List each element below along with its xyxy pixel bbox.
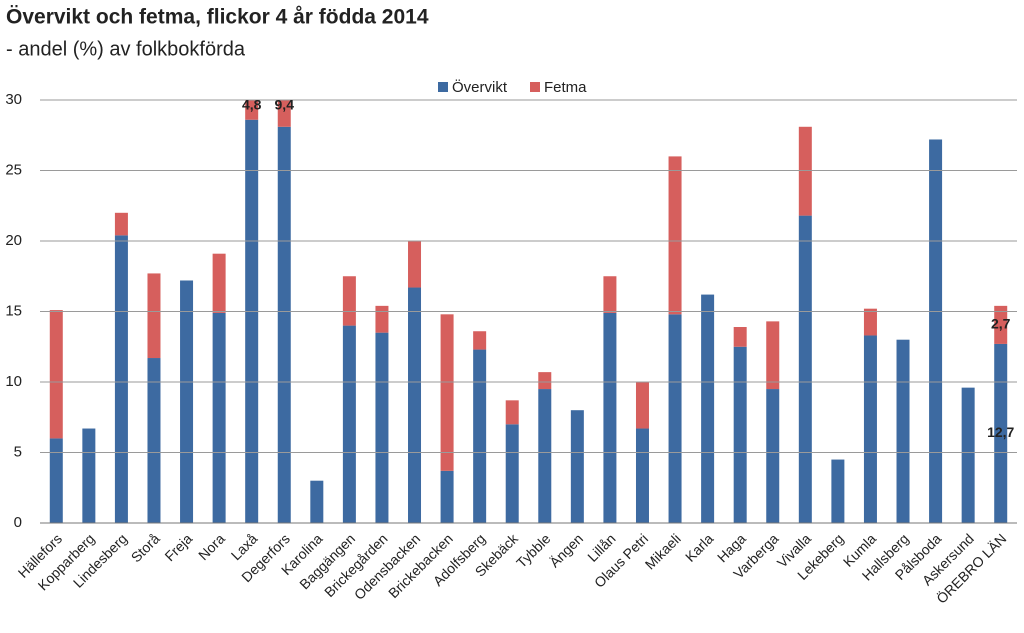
bar-segment	[440, 470, 454, 523]
bar-segment	[147, 358, 161, 523]
bar-segment	[994, 305, 1008, 344]
bar-segment	[310, 480, 324, 523]
bar-segment	[896, 339, 910, 523]
bar-segment	[114, 235, 128, 524]
bar-segment	[961, 387, 975, 523]
y-tick-label: 5	[14, 443, 22, 460]
bar-segment	[212, 312, 226, 523]
bar-segment	[538, 389, 552, 523]
bar-segment	[342, 325, 356, 523]
bar-segment	[798, 126, 812, 216]
y-tick-label: 30	[5, 91, 22, 108]
bar-segment	[440, 314, 454, 471]
bar-segment	[473, 349, 487, 523]
x-tick-label: Storå	[128, 530, 163, 565]
bar-segment	[733, 327, 747, 347]
bar-segment	[863, 308, 877, 336]
bar-segment	[505, 400, 519, 425]
bar-segment	[245, 100, 259, 120]
y-tick-label: 20	[5, 232, 22, 249]
y-tick-label: 0	[14, 514, 22, 531]
bar-segment	[994, 343, 1008, 523]
bar-segment	[766, 321, 780, 390]
bar-segment	[342, 276, 356, 326]
x-tick-label: Nora	[195, 530, 228, 563]
data-label: 4,8	[242, 97, 262, 113]
plot-area	[49, 100, 1008, 524]
bar-segment	[603, 312, 617, 523]
bar-segment	[49, 310, 63, 439]
bar-segment	[245, 119, 259, 524]
bar-segment	[863, 335, 877, 523]
bar-segment	[668, 156, 682, 315]
bar-segment	[49, 438, 63, 523]
bar-segment	[570, 410, 584, 523]
bar-segment	[277, 126, 291, 523]
x-tick-label: Freja	[161, 530, 195, 564]
x-tick-label: Karla	[682, 530, 717, 565]
bar-segment	[212, 253, 226, 313]
bar-segment	[114, 212, 128, 236]
y-tick-label: 10	[5, 373, 22, 390]
bar-segment	[375, 305, 389, 333]
bar-segment	[277, 100, 291, 127]
bar-segment	[766, 389, 780, 523]
legend-label: Övervikt	[452, 78, 508, 96]
bar-segment	[929, 139, 943, 524]
bar-segment	[147, 273, 161, 359]
bar-segment	[180, 280, 194, 523]
x-tick-label: Mikaeli	[642, 530, 684, 572]
data-label: 12,7	[987, 424, 1014, 440]
x-tick-label: Tybble	[513, 530, 554, 571]
bar-segment	[473, 331, 487, 350]
bar-segment	[733, 346, 747, 523]
chart-subtitle: - andel (%) av folkbokförda	[6, 38, 246, 60]
legend-swatch	[530, 82, 540, 92]
bar-segment	[505, 424, 519, 523]
bar-segment	[831, 459, 845, 523]
bar-segment	[798, 215, 812, 523]
bar-segment	[635, 382, 649, 429]
bar-segment	[538, 372, 552, 390]
bar-segment	[375, 332, 389, 523]
data-label: 2,7	[991, 316, 1011, 332]
bar-segment	[603, 276, 617, 313]
legend-label: Fetma	[544, 79, 587, 96]
bar-segment	[668, 314, 682, 523]
bar-segment	[408, 241, 422, 288]
legend-swatch	[438, 82, 448, 92]
y-tick-label: 25	[5, 161, 22, 178]
bar-segment	[635, 428, 649, 523]
bar-segment	[408, 287, 422, 523]
x-tick-label: Ängen	[546, 530, 586, 570]
data-label: 9,4	[275, 97, 295, 113]
chart-title: Övervikt och fetma, flickor 4 år födda 2…	[6, 6, 429, 29]
y-tick-label: 15	[5, 302, 22, 319]
bar-segment	[82, 428, 96, 523]
bar-segment	[701, 294, 715, 523]
